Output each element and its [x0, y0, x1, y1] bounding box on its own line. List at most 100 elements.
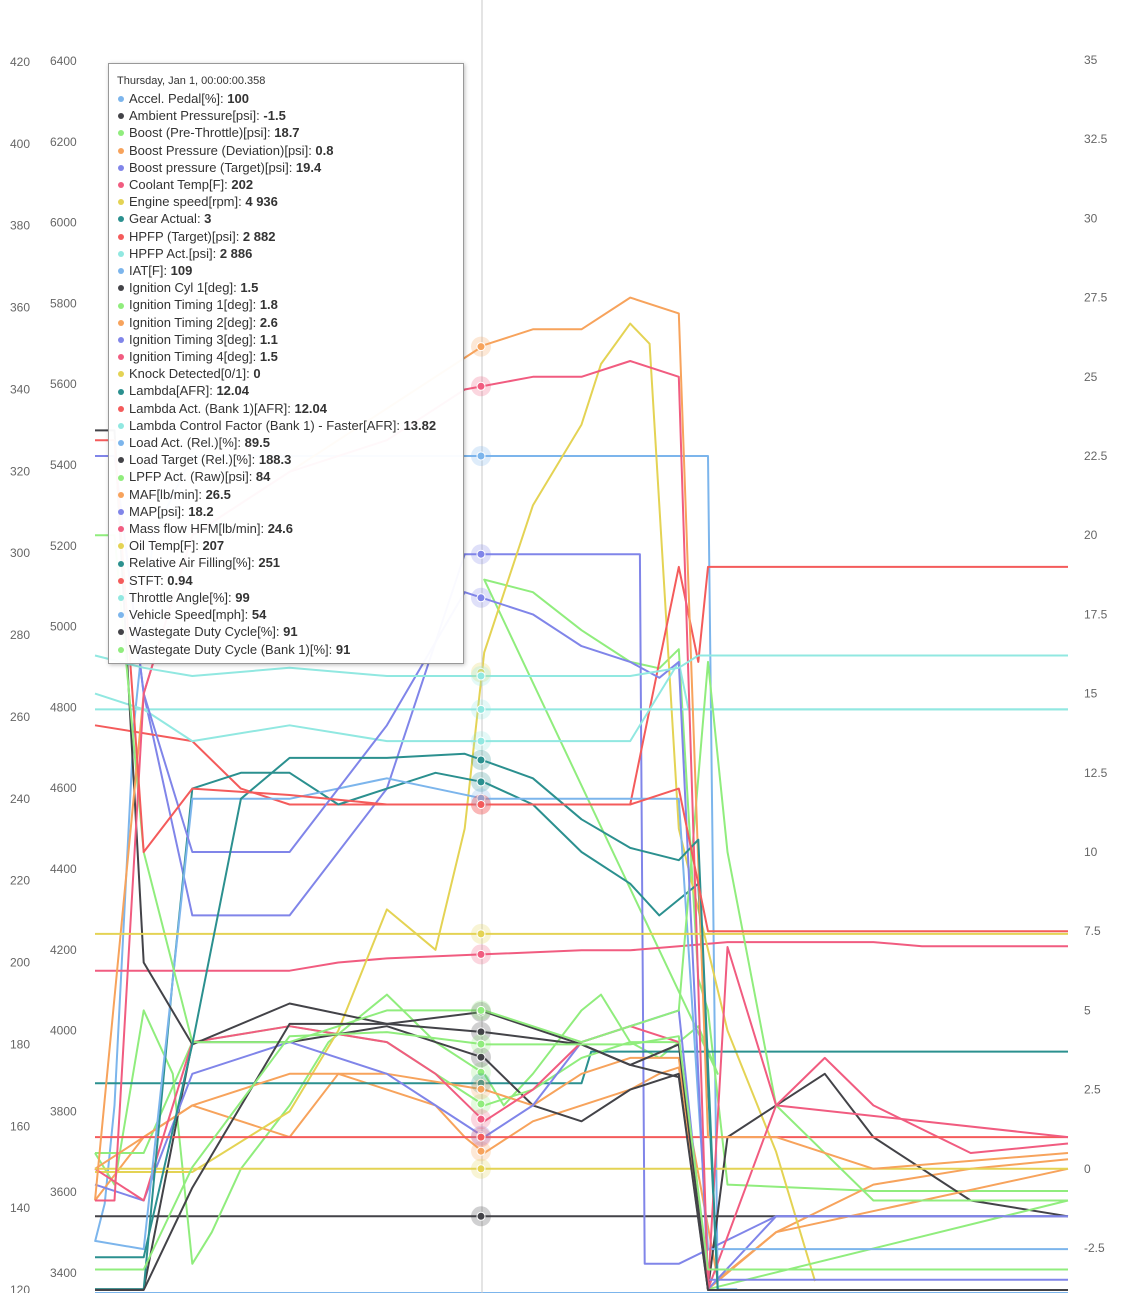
tooltip-series-name: Relative Air Filling[%] — [129, 555, 252, 571]
tooltip-separator: : — [246, 366, 254, 382]
crosshair-marker — [476, 1067, 486, 1077]
series-color-dot — [118, 405, 124, 412]
left-outer-axis: 420 400 380 360 340 320 300 280 260 240 220 200 180 1… — [10, 55, 30, 1293]
left-outer-tick-label: 360 — [10, 301, 30, 315]
series-line-9 — [94, 660, 1068, 743]
tooltip-series-value: 2.6 — [259, 314, 278, 330]
tooltip-separator: : — [252, 314, 260, 330]
tooltip-series-name: Ignition Timing 3[deg] — [129, 331, 253, 347]
tooltip-series-name: Gear Actual — [129, 211, 197, 227]
series-color-dot — [118, 182, 124, 189]
crosshair-marker — [476, 929, 486, 939]
left-outer-tick-label: 200 — [10, 956, 30, 970]
left-inner-tick-label: 4600 — [50, 781, 77, 795]
tooltip-separator: : — [237, 435, 245, 451]
tooltip-row: Gear Actual: 3 — [117, 210, 455, 227]
left-outer-tick-label: 240 — [10, 792, 30, 806]
tooltip-separator: : — [251, 555, 259, 571]
marker-layer — [471, 336, 491, 1227]
right-tick-label: 20 — [1084, 528, 1098, 542]
tooltip-row: Lambda Control Factor (Bank 1) - Faster[… — [117, 417, 455, 434]
tooltip-series-name: IAT[F] — [129, 263, 164, 279]
series-color-dot — [118, 285, 124, 292]
series-line-2 — [94, 578, 1068, 1265]
series-color-dot — [118, 508, 124, 515]
series-color-dot — [118, 164, 124, 171]
tooltip-series-value: 109 — [170, 263, 193, 279]
series-color-dot — [118, 216, 124, 223]
series-color-dot — [118, 612, 124, 619]
series-color-dot — [118, 646, 124, 653]
series-color-dot — [118, 577, 124, 584]
right-tick-label: 32.5 — [1084, 132, 1108, 146]
crosshair-marker — [476, 381, 486, 391]
tooltip-separator: : — [252, 349, 260, 365]
tooltip-series-value: 91 — [283, 624, 298, 640]
left-outer-tick-label: 260 — [10, 710, 30, 724]
tooltip-series-value: 18.2 — [188, 503, 214, 519]
tooltip-series-name: LPFP Act. (Raw)[psi] — [129, 469, 249, 485]
series-line-27 — [95, 752, 719, 1291]
tooltip-series-name: Boost pressure (Target)[psi] — [129, 159, 289, 175]
tooltip-series-value: 1.1 — [259, 331, 278, 347]
right-tick-label: -2.5 — [1084, 1241, 1105, 1255]
crosshair-marker — [476, 777, 486, 787]
tooltip-series-value: 1.8 — [259, 297, 278, 313]
right-axis: 35 32.5 30 27.5 25 22.5 20 17.5 15 12.5 10 7.5 5 2.5 0… — [1084, 53, 1108, 1255]
series-color-dot — [118, 199, 124, 206]
tooltip-series-value: 24.6 — [267, 521, 294, 537]
series-color-dot — [118, 474, 124, 481]
left-inner-tick-label: 3400 — [50, 1266, 77, 1280]
left-outer-tick-label: 320 — [10, 464, 30, 478]
left-outer-tick-label: 300 — [10, 546, 30, 560]
tooltip-series-value: 251 — [258, 555, 281, 571]
tooltip-series-value: 0.94 — [167, 572, 193, 588]
tooltip-series-value: 188.3 — [258, 452, 292, 468]
tooltip-separator: : — [233, 280, 241, 296]
series-color-dot — [118, 147, 124, 154]
tooltip-row: HPFP (Target)[psi]: 2 882 — [117, 228, 455, 245]
tooltip-row: Oil Temp[F]: 207 — [117, 537, 455, 554]
series-color-dot — [118, 440, 124, 447]
tooltip-series-name: Knock Detected[0/1] — [129, 366, 247, 382]
tooltip-separator: : — [287, 400, 295, 416]
right-tick-label: 12.5 — [1084, 766, 1108, 780]
series-color-dot — [118, 336, 124, 343]
left-outer-tick-label: 120 — [10, 1283, 30, 1293]
right-tick-label: 27.5 — [1084, 291, 1108, 305]
tooltip-separator: : — [328, 641, 336, 657]
tooltip-series-value: 91 — [335, 641, 351, 657]
series-line-5 — [95, 941, 1068, 972]
series-line-32 — [95, 1031, 1068, 1271]
right-tick-label: 35 — [1084, 53, 1098, 67]
series-color-dot — [118, 302, 124, 309]
tooltip-series-value: 12.04 — [294, 400, 328, 416]
right-tick-label: 10 — [1084, 845, 1098, 859]
series-line-22 — [95, 534, 1068, 1202]
crosshair-marker — [476, 1211, 486, 1221]
tooltip-row: Boost (Pre-Throttle)[psi]: 18.7 — [117, 124, 455, 141]
series-line-7 — [95, 1050, 1068, 1085]
tooltip-series-value: 84 — [255, 469, 271, 485]
tooltip-row: MAP[psi]: 18.2 — [117, 503, 455, 520]
crosshair-marker — [476, 704, 486, 714]
tooltip-row: Lambda Act. (Bank 1)[AFR]: 12.04 — [117, 400, 455, 417]
tooltip-row: Ignition Timing 3[deg]: 1.1 — [117, 331, 455, 348]
crosshair-marker — [476, 755, 486, 765]
tooltip-series-name: Ignition Timing 1[deg] — [129, 297, 253, 313]
series-color-dot — [118, 113, 124, 120]
series-color-dot — [118, 96, 124, 103]
tooltip-series-value: 19.4 — [295, 159, 322, 175]
right-tick-label: 7.5 — [1084, 924, 1101, 938]
left-outer-tick-label: 380 — [10, 219, 30, 233]
tooltip-row: Engine speed[rpm]: 4 936 — [117, 193, 455, 210]
left-outer-tick-label: 280 — [10, 628, 30, 642]
tooltip-row: Knock Detected[0/1]: 0 — [117, 365, 455, 382]
crosshair-marker — [476, 671, 486, 681]
crosshair-marker — [476, 1027, 486, 1037]
left-inner-axis: 6400 6200 6000 5800 5600 5400 5200 5000 4800 4600… — [50, 54, 77, 1280]
crosshair-marker — [476, 342, 486, 352]
left-outer-tick-label: 160 — [10, 1119, 30, 1133]
series-color-dot — [118, 560, 124, 567]
tooltip-separator: : — [181, 503, 189, 519]
